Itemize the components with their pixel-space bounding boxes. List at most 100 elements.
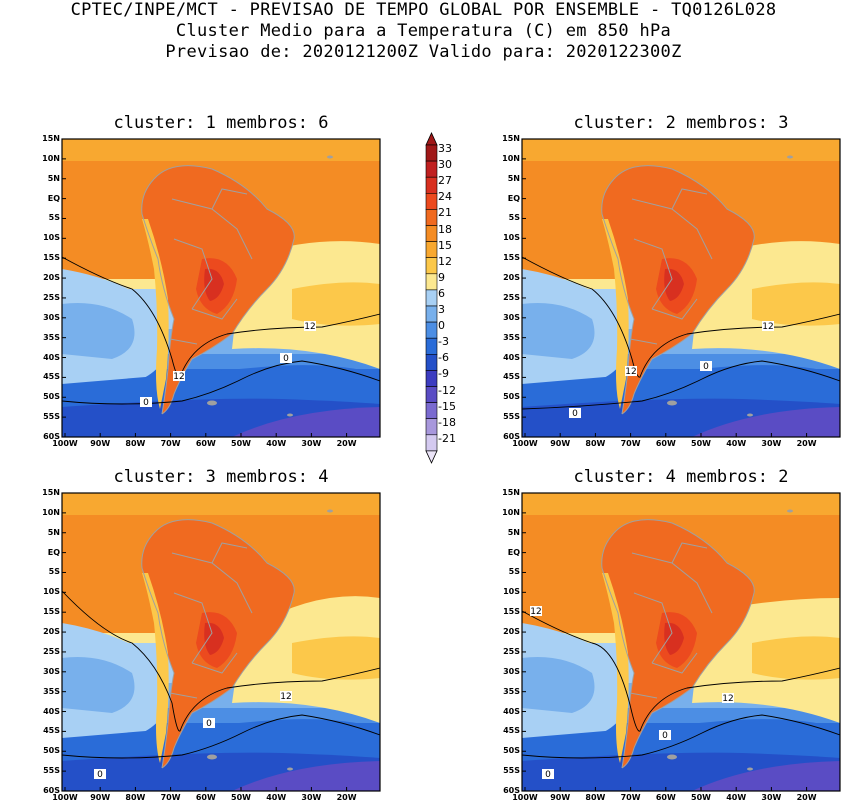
colorbar-label: 15	[438, 238, 452, 252]
lon-tick-label: 70W	[620, 439, 641, 448]
lon-tick-label: 100W	[52, 793, 78, 802]
contour-label: 0	[542, 769, 554, 780]
lon-tick-label: 50W	[691, 793, 711, 802]
lat-tick-label: 20S	[503, 627, 520, 637]
lat-tick-label: 60S	[43, 786, 60, 795]
lon-tick-label: 20W	[796, 793, 817, 802]
lat-tick-label: 15N	[42, 134, 60, 143]
lon-tick-label: 40W	[726, 439, 747, 448]
svg-text:12: 12	[304, 322, 315, 332]
lat-tick-label: 30S	[503, 312, 520, 322]
lon-tick-label: 50W	[231, 439, 251, 448]
lat-tick-label: 20S	[43, 273, 60, 283]
lat-tick-label: EQ	[47, 193, 60, 203]
lon-tick-label: 70W	[620, 793, 641, 802]
lat-tick-label: 10S	[503, 587, 520, 597]
svg-text:12: 12	[280, 692, 291, 702]
colorbar-label: -18	[438, 415, 456, 429]
lon-tick-label: 60W	[655, 439, 676, 448]
lat-tick-label: 5S	[48, 213, 60, 223]
lat-tick-label: 50S	[43, 746, 60, 756]
lat-tick-label: 5S	[508, 213, 520, 223]
lon-tick-label: 20W	[796, 439, 817, 448]
contour-label: 12	[530, 606, 542, 617]
colorbar-label: 12	[438, 254, 452, 268]
lat-tick-label: 60S	[503, 786, 520, 795]
lat-tick-label: 10S	[503, 233, 520, 243]
lat-tick-label: 10N	[42, 507, 60, 517]
colorbar-label: 33	[438, 142, 452, 155]
contour-label: 0	[700, 361, 712, 372]
svg-text:0: 0	[703, 362, 709, 372]
lat-tick-label: 55S	[43, 412, 60, 422]
colorbar-scale	[425, 132, 438, 464]
svg-text:0: 0	[545, 770, 551, 780]
colorbar-label: 24	[438, 190, 452, 204]
lat-tick-label: 45S	[43, 726, 60, 736]
lat-tick-label: 15S	[503, 607, 520, 617]
lon-tick-label: 30W	[761, 793, 782, 802]
svg-text:12: 12	[530, 607, 541, 617]
contour-label: 0	[203, 718, 215, 729]
panel-title-2: cluster: 2 membros: 3	[573, 113, 789, 133]
lon-tick-label: 30W	[761, 439, 782, 448]
lat-tick-label: EQ	[507, 193, 520, 203]
colorbar-label: -3	[438, 335, 449, 349]
svg-text:0: 0	[206, 719, 212, 729]
lat-tick-label: 50S	[503, 392, 520, 402]
contour-label: 12	[173, 371, 185, 382]
lat-tick-label: 5S	[48, 567, 60, 577]
lat-tick-label: 35S	[503, 332, 520, 342]
contour-label: 12	[722, 693, 734, 704]
lon-tick-label: 90W	[90, 439, 111, 448]
lat-tick-label: 30S	[503, 666, 520, 676]
lon-tick-label: 80W	[125, 793, 146, 802]
lat-tick-label: 50S	[503, 746, 520, 756]
svg-text:0: 0	[283, 354, 289, 364]
contour-label: 12	[762, 321, 774, 332]
lat-tick-label: 40S	[503, 706, 520, 716]
lon-tick-label: 100W	[52, 439, 78, 448]
lat-tick-label: 15N	[502, 488, 520, 497]
lat-tick-label: EQ	[47, 547, 60, 557]
contour-label: 12	[625, 366, 637, 377]
lat-tick-label: 30S	[43, 312, 60, 322]
lon-tick-label: 40W	[266, 793, 287, 802]
lat-tick-label: 10S	[43, 233, 60, 243]
temperature-map-1: 12 12 0 0	[61, 138, 381, 438]
lat-tick-label: 45S	[43, 372, 60, 382]
lon-tick-label: 20W	[336, 793, 357, 802]
lon-tick-label: 60W	[195, 439, 216, 448]
lat-tick-label: 60S	[43, 432, 60, 441]
lat-tick-label: 5S	[508, 567, 520, 577]
contour-label: 0	[280, 353, 292, 364]
lat-tick-label: 15N	[502, 134, 520, 143]
temperature-map-4: 12 12 0 0	[521, 492, 841, 792]
colorbar-label: 18	[438, 222, 452, 236]
lat-tick-label: 15S	[43, 253, 60, 263]
main-title: CPTEC/INPE/MCT - PREVISAO DE TEMPO GLOBA…	[70, 0, 777, 20]
lat-tick-label: 10S	[43, 587, 60, 597]
lon-tick-label: 90W	[90, 793, 111, 802]
lon-tick-label: 100W	[512, 793, 538, 802]
lat-tick-label: 5N	[507, 527, 520, 537]
colorbar-label: 0	[438, 319, 445, 333]
lat-tick-label: 40S	[43, 706, 60, 716]
colorbar-label: 6	[438, 286, 445, 300]
lat-tick-label: EQ	[507, 547, 520, 557]
contour-label: 12	[304, 321, 316, 332]
contour-label: 12	[280, 691, 292, 702]
lat-tick-label: 25S	[43, 292, 60, 302]
lat-tick-label: 5N	[47, 527, 60, 537]
lon-tick-label: 40W	[266, 439, 287, 448]
lat-tick-label: 35S	[43, 332, 60, 342]
svg-text:0: 0	[572, 409, 578, 419]
lon-tick-label: 70W	[160, 439, 181, 448]
colorbar-label: -21	[438, 431, 456, 445]
panel-title-1: cluster: 1 membros: 6	[113, 113, 329, 133]
colorbar-label: 9	[438, 270, 445, 284]
lat-tick-label: 10N	[42, 153, 60, 163]
lon-tick-label: 50W	[691, 439, 711, 448]
colorbar-label: 21	[438, 206, 452, 220]
lat-tick-label: 5N	[47, 173, 60, 183]
